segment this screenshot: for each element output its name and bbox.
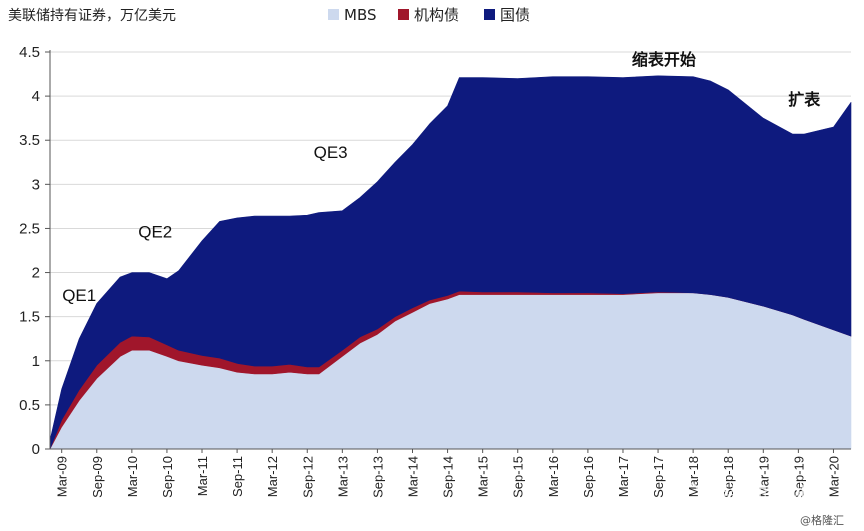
x-tick-label: Sep-18 [721,456,736,498]
annotation-0: QE1 [62,286,96,305]
annotation-4: 扩表 [788,90,821,109]
legend-swatch-1 [398,9,409,20]
x-tick-label: Mar-13 [335,456,350,497]
x-tick-label: Mar-10 [125,456,140,497]
annotation-3: 缩表开始 [632,50,696,69]
stacked-areas [49,75,852,450]
x-tick-label: Mar-09 [55,456,70,497]
x-tick-label: Sep-16 [581,456,596,498]
x-tick-label: Mar-17 [616,456,631,497]
legend-swatch-0 [328,9,339,20]
y-tick-label: 4.5 [19,44,40,61]
x-tick-label: Sep-10 [160,456,175,498]
x-tick-label: Mar-14 [406,456,421,497]
x-tick-label: Sep-13 [370,456,385,498]
y-tick-label: 1.5 [19,309,40,326]
x-tick-label: Mar-20 [827,456,842,497]
y-tick-label: 3.5 [19,132,40,149]
legend-label-0: MBS [344,6,377,24]
watermark-brand: 财经家的笔根 [704,484,812,505]
y-tick-label: 2.5 [19,220,40,237]
x-tick-label: Mar-15 [476,456,491,497]
wechat-icon [676,482,700,506]
watermark-source: @格隆汇 [800,513,844,527]
legend-label-2: 国债 [500,6,530,24]
x-tick-label: Mar-19 [756,456,771,497]
y-tick-label: 2 [32,265,40,282]
watermark: 财经家的笔根 @格隆汇 [676,482,844,527]
legend-label-1: 机构债 [414,6,459,24]
x-tick-label: Sep-19 [791,456,806,498]
x-tick-label: Mar-12 [265,456,280,497]
x-tick-label: Mar-11 [195,456,210,496]
y-tick-label: 3 [32,176,40,193]
area-series-2 [49,75,852,450]
y-tick-label: 4 [32,88,40,105]
y-tick-labels: 0 0.5 1 1.5 2 2.5 3 3.5 4 4.5 [19,44,40,458]
y-tick-label: 0.5 [19,397,40,414]
annotation-2: QE3 [314,143,348,162]
x-tick-label: Sep-11 [230,456,245,497]
x-tick-label: Sep-17 [651,456,666,498]
x-tick-label: Mar-16 [546,456,561,497]
chart-title: 美联储持有证券，万亿美元 [8,8,176,24]
x-tick-label: Sep-14 [441,456,456,498]
y-tick-label: 1 [32,353,40,370]
annotation-1: QE2 [138,222,172,241]
legend: MBS 机构债 国债 [328,6,530,24]
x-tick-labels: Mar-09 Sep-09 Mar-10 Sep-10 Mar-11 Sep-11 Mar-… [55,456,842,498]
x-tick-label: Sep-12 [300,456,315,498]
axes [49,50,851,453]
legend-swatch-2 [484,9,495,20]
x-tick-label: Sep-15 [511,456,526,498]
x-tick-label: Sep-09 [90,456,105,498]
y-tick-label: 0 [32,441,40,458]
